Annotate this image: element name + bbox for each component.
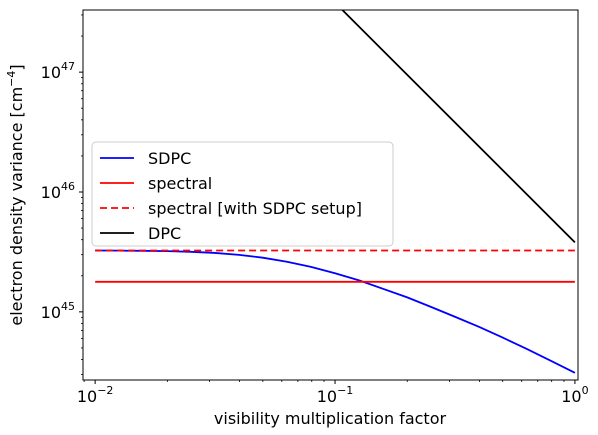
series-layer (95, 10, 576, 374)
legend-label-3: spectral [with SDPC setup] (148, 199, 362, 218)
x-axis-ticks: 10−2 10−1 100 (77, 380, 589, 406)
legend-label-4: DPC (148, 224, 181, 243)
x-tick-label: 10−1 (317, 384, 354, 406)
x-tick-label: 100 (561, 384, 588, 406)
legend: SDPC spectral spectral [with SDPC setup] DP… (91, 141, 394, 247)
y-tick-label: 1047 (41, 60, 75, 82)
x-tick-label: 10−2 (77, 384, 114, 406)
axes-frame (82, 9, 579, 381)
series-line-4 (341, 10, 576, 243)
y-axis-ticks: 1045 1046 1047 (41, 14, 83, 375)
legend-label-1: SDPC (148, 149, 191, 168)
legend-box (91, 141, 394, 247)
legend-label-2: spectral (148, 174, 212, 193)
y-tick-label: 1046 (41, 180, 75, 202)
y-tick-label: 1045 (41, 300, 75, 322)
y-axis-label: electron density variance [cm−4] (5, 64, 26, 325)
x-axis-label: visibility multiplication factor (214, 409, 447, 428)
